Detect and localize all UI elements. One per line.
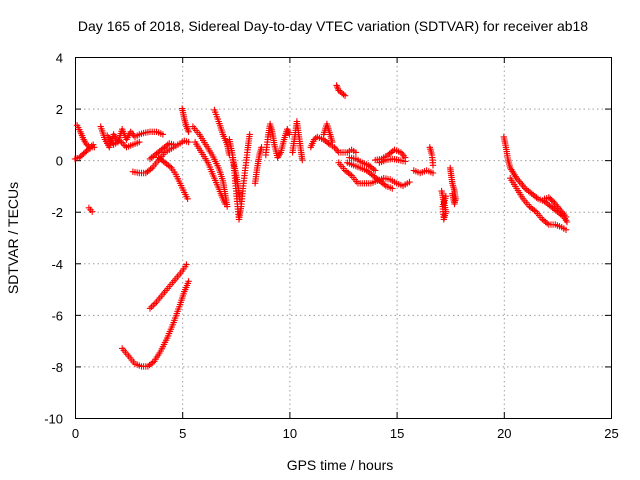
y-tick-label: 2 — [56, 102, 63, 117]
data-point — [329, 138, 336, 146]
data-point — [548, 196, 555, 204]
x-tick-label: 0 — [72, 426, 79, 441]
data-point — [146, 305, 154, 312]
data-point — [429, 162, 437, 169]
grid-layer — [75, 57, 611, 418]
data-point — [562, 226, 570, 233]
data-point — [221, 200, 229, 208]
data-point — [442, 193, 450, 200]
x-tick-label: 20 — [497, 426, 511, 441]
x-tick-label: 25 — [604, 426, 618, 441]
x-tick-label: 10 — [283, 426, 297, 441]
x-tick-label: 5 — [179, 426, 186, 441]
data-point — [183, 261, 190, 268]
data-point — [286, 131, 293, 138]
y-tick-label: -4 — [51, 257, 63, 272]
y-tick-label: -8 — [51, 360, 63, 375]
y-tick-label: -6 — [51, 308, 63, 323]
data-point — [90, 141, 97, 148]
data-point — [372, 167, 379, 174]
points-layer — [71, 82, 571, 370]
data-point — [83, 147, 90, 155]
data-point — [562, 213, 570, 221]
data-point — [184, 195, 191, 202]
data-point — [389, 185, 396, 192]
data-point — [402, 158, 409, 165]
chart-title: Day 165 of 2018, Sidereal Day-to-day VTE… — [78, 18, 588, 34]
data-point — [563, 218, 571, 226]
y-axis-label: SDTVAR / TECUs — [5, 182, 21, 294]
y-tick-label: -10 — [44, 412, 63, 427]
data-point — [341, 92, 349, 99]
plot-frame — [75, 57, 612, 419]
data-point — [89, 208, 96, 215]
data-point — [136, 138, 143, 146]
data-point — [185, 138, 192, 146]
data-point — [185, 278, 192, 285]
x-tick-label: 15 — [390, 426, 404, 441]
y-tick-label: 4 — [56, 51, 63, 66]
data-point — [159, 131, 167, 138]
y-tick-label: 0 — [56, 154, 63, 169]
data-point — [185, 128, 192, 135]
data-point — [151, 300, 159, 307]
data-point — [246, 131, 253, 138]
data-point — [236, 198, 244, 205]
data-point — [449, 190, 456, 197]
data-point — [352, 149, 360, 156]
data-point — [170, 141, 177, 148]
data-point — [429, 169, 437, 177]
x-axis-label: GPS time / hours — [287, 457, 394, 473]
data-point — [299, 156, 306, 164]
y-tick-label: -2 — [51, 205, 63, 220]
tick-layer: 0 5 10 15 20 25 -10 -8 -6 -4 -2 0 2 4 — [44, 51, 619, 442]
data-point — [406, 178, 413, 186]
